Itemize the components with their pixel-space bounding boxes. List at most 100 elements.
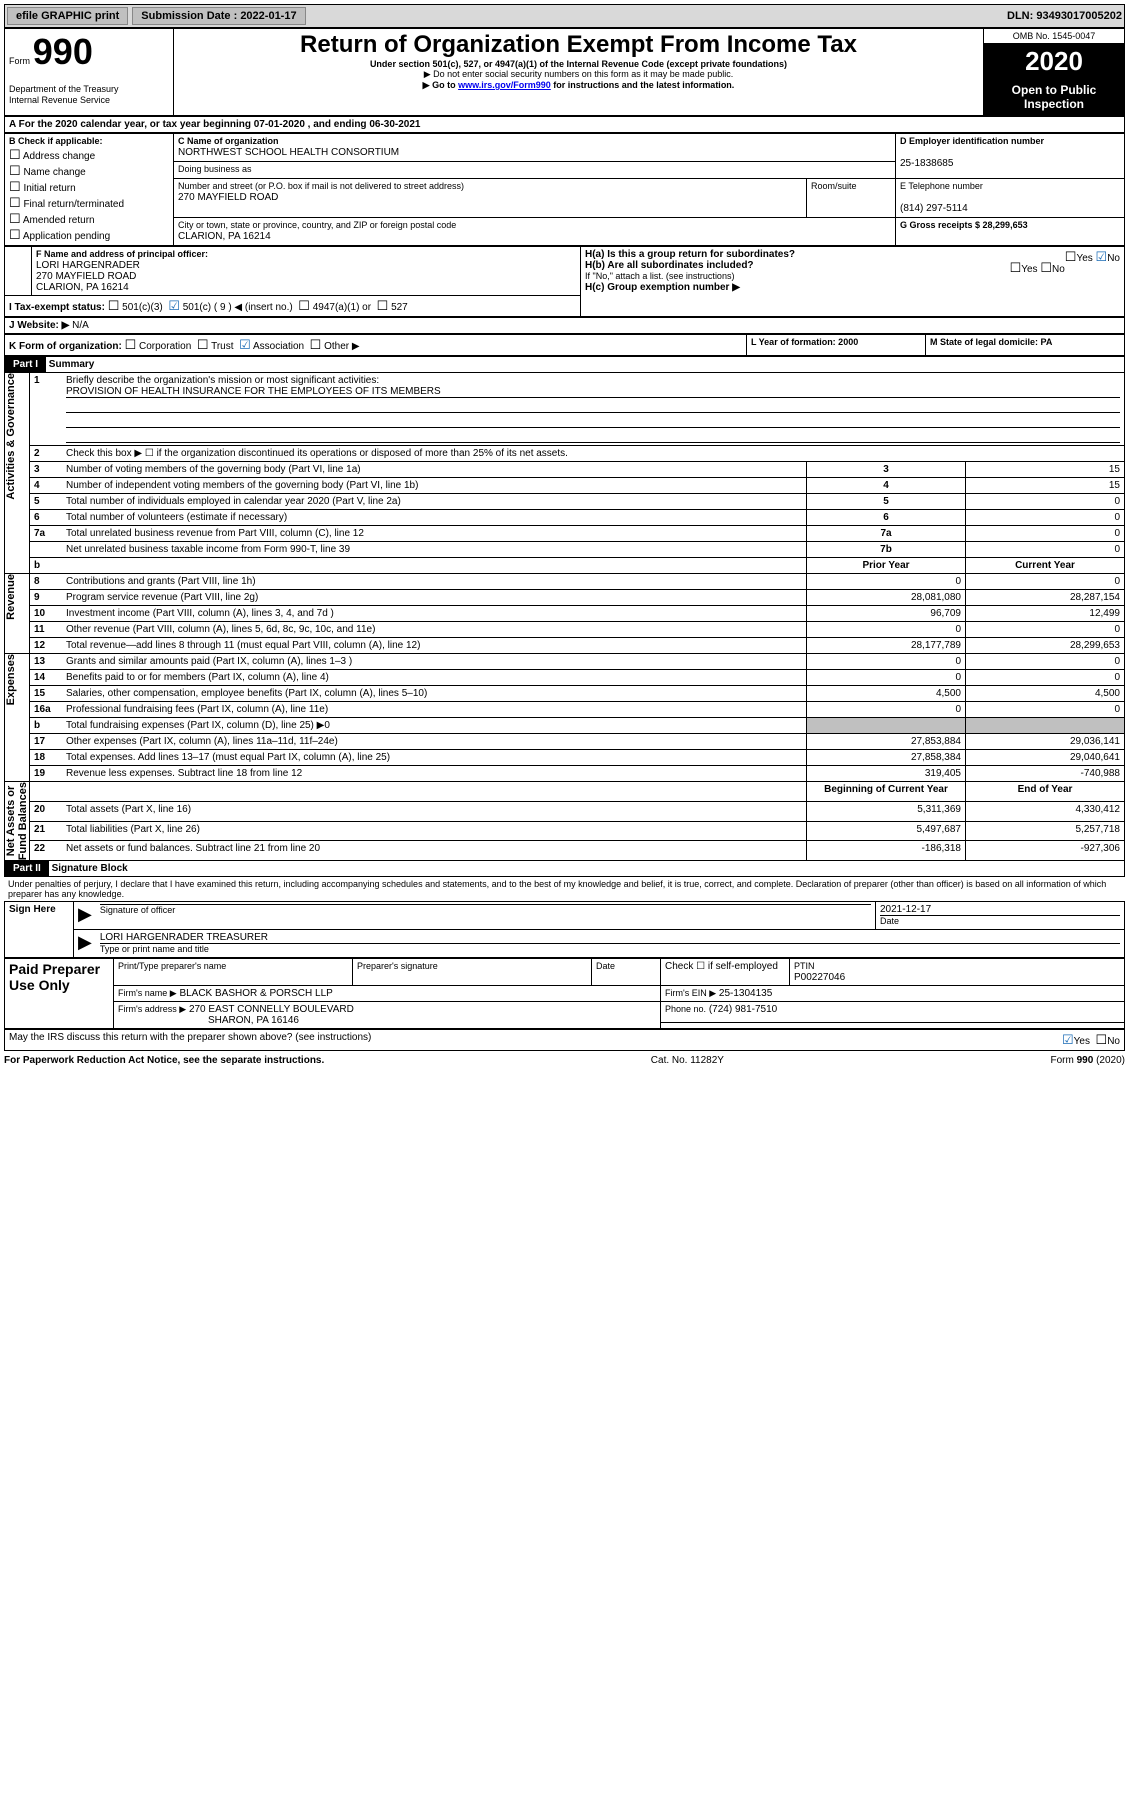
end-year-header: End of Year bbox=[966, 782, 1125, 802]
form-note2: ▶ Go to www.irs.gov/Form990 for instruct… bbox=[178, 80, 979, 91]
check-4947[interactable] bbox=[298, 302, 310, 313]
na-row-20: Total assets (Part X, line 16) bbox=[62, 801, 807, 821]
gov-row-7b: Net unrelated business taxable income fr… bbox=[62, 542, 807, 558]
c-name-label: C Name of organization bbox=[178, 136, 279, 146]
check-assoc[interactable] bbox=[239, 341, 251, 352]
ptin-label: PTIN bbox=[794, 961, 815, 971]
rev-row-8: Contributions and grants (Part VIII, lin… bbox=[62, 574, 807, 590]
part-ii-title: Signature Block bbox=[52, 863, 128, 874]
exp-row-13: Grants and similar amounts paid (Part IX… bbox=[62, 654, 807, 670]
room-label: Room/suite bbox=[811, 181, 857, 191]
g-gross-receipts: G Gross receipts $ 28,299,653 bbox=[900, 220, 1028, 230]
officer-group-block: F Name and address of principal officer:… bbox=[4, 246, 1125, 317]
side-netassets: Net Assets or Fund Balances bbox=[5, 782, 29, 860]
part-ii-header: Part II bbox=[5, 861, 49, 876]
hb-yes[interactable] bbox=[1010, 264, 1022, 275]
firm-ein-label: Firm's EIN ▶ bbox=[665, 988, 716, 998]
q2-text: Check this box ▶ ☐ if the organization d… bbox=[62, 446, 1125, 462]
check-501c3[interactable] bbox=[108, 302, 120, 313]
rev-row-10: Investment income (Part VIII, column (A)… bbox=[62, 606, 807, 622]
preparer-sig-label: Preparer's signature bbox=[357, 961, 438, 971]
officer-street: 270 MAYFIELD ROAD bbox=[36, 271, 136, 282]
hb-no[interactable] bbox=[1040, 264, 1052, 275]
check-application-pending[interactable] bbox=[9, 231, 21, 242]
na-row-22: Net assets or fund balances. Subtract li… bbox=[62, 841, 807, 861]
j-label: J Website: ▶ bbox=[9, 320, 69, 331]
firm-addr1: 270 EAST CONNELLY BOULEVARD bbox=[189, 1004, 354, 1015]
discuss-yes[interactable] bbox=[1062, 1036, 1074, 1047]
firm-addr2: SHARON, PA 16146 bbox=[208, 1015, 299, 1026]
hb-label: H(b) Are all subordinates included? bbox=[585, 260, 754, 271]
officer-name-title: LORI HARGENRADER TREASURER bbox=[100, 932, 268, 943]
signature-table: Sign Here ▶ Signature of officer 2021-12… bbox=[4, 901, 1125, 958]
exp-row-19: Revenue less expenses. Subtract line 18 … bbox=[62, 766, 807, 782]
irs-link[interactable]: www.irs.gov/Form990 bbox=[458, 80, 551, 90]
gov-row-6: Total number of volunteers (estimate if … bbox=[62, 510, 807, 526]
side-governance: Activities & Governance bbox=[5, 373, 17, 500]
check-final-return[interactable] bbox=[9, 199, 21, 210]
officer-name: LORI HARGENRADER bbox=[36, 260, 140, 271]
ptin-value: P00227046 bbox=[794, 972, 845, 983]
city-value: CLARION, PA 16214 bbox=[178, 231, 271, 242]
city-label: City or town, state or province, country… bbox=[178, 220, 456, 230]
dln-label: DLN: 93493017005202 bbox=[1007, 10, 1122, 22]
firm-addr-label: Firm's address ▶ bbox=[118, 1004, 186, 1014]
rev-row-11: Other revenue (Part VIII, column (A), li… bbox=[62, 622, 807, 638]
rev-row-12: Total revenue—add lines 8 through 11 (mu… bbox=[62, 638, 807, 654]
check-initial-return[interactable] bbox=[9, 183, 21, 194]
open-public-badge: Open to Public Inspection bbox=[984, 79, 1124, 115]
k-label: K Form of organization: bbox=[9, 341, 122, 352]
footer: For Paperwork Reduction Act Notice, see … bbox=[4, 1055, 1125, 1066]
check-corp[interactable] bbox=[125, 341, 137, 352]
check-amended[interactable] bbox=[9, 215, 21, 226]
klm-block: K Form of organization: Corporation Trus… bbox=[4, 334, 1125, 356]
l-year: L Year of formation: 2000 bbox=[751, 337, 858, 347]
check-527[interactable] bbox=[377, 302, 389, 313]
exp-row-16b: Total fundraising expenses (Part IX, col… bbox=[62, 718, 807, 734]
exp-row-17: Other expenses (Part IX, column (A), lin… bbox=[62, 734, 807, 750]
exp-row-16a: Professional fundraising fees (Part IX, … bbox=[62, 702, 807, 718]
check-trust[interactable] bbox=[197, 341, 209, 352]
form-header: Form 990 Department of the Treasury Inte… bbox=[4, 28, 1125, 116]
form-label: Form bbox=[9, 56, 30, 66]
form-number: 990 bbox=[33, 31, 93, 72]
check-other[interactable] bbox=[310, 341, 322, 352]
q1-text: Briefly describe the organization's miss… bbox=[66, 375, 379, 386]
tax-year: 2020 bbox=[984, 44, 1124, 79]
ha-no[interactable] bbox=[1096, 253, 1108, 264]
dept-label: Department of the Treasury Internal Reve… bbox=[9, 84, 119, 105]
firm-phone-label: Phone no. bbox=[665, 1004, 706, 1014]
gov-row-4: Number of independent voting members of … bbox=[62, 478, 807, 494]
entity-block: B Check if applicable: Address change Na… bbox=[4, 133, 1125, 246]
firm-name: BLACK BASHOR & PORSCH LLP bbox=[179, 988, 332, 999]
q1-answer: PROVISION OF HEALTH INSURANCE FOR THE EM… bbox=[66, 386, 1120, 398]
side-revenue: Revenue bbox=[5, 574, 17, 620]
discuss-no[interactable] bbox=[1096, 1036, 1108, 1047]
hb-note: If "No," attach a list. (see instruction… bbox=[585, 271, 734, 281]
m-state: M State of legal domicile: PA bbox=[930, 337, 1052, 347]
name-title-label: Type or print name and title bbox=[100, 944, 209, 954]
check-name-change[interactable] bbox=[9, 167, 21, 178]
f-label: F Name and address of principal officer: bbox=[36, 249, 208, 259]
part-i-title: Summary bbox=[49, 359, 95, 370]
firm-name-label: Firm's name ▶ bbox=[118, 988, 177, 998]
website-value: N/A bbox=[72, 320, 89, 331]
street-label: Number and street (or P.O. box if mail i… bbox=[178, 181, 464, 191]
ha-yes[interactable] bbox=[1065, 253, 1077, 264]
dba-label: Doing business as bbox=[178, 164, 252, 174]
check-address-change[interactable] bbox=[9, 151, 21, 162]
check-501c[interactable] bbox=[168, 302, 180, 313]
submission-date-button[interactable]: Submission Date : 2022-01-17 bbox=[132, 7, 305, 25]
efile-print-button[interactable]: efile GRAPHIC print bbox=[7, 7, 128, 25]
exp-row-14: Benefits paid to or for members (Part IX… bbox=[62, 670, 807, 686]
may-irs-discuss: May the IRS discuss this return with the… bbox=[9, 1032, 371, 1043]
d-label: D Employer identification number bbox=[900, 136, 1044, 146]
street-value: 270 MAYFIELD ROAD bbox=[178, 192, 278, 203]
exp-row-15: Salaries, other compensation, employee b… bbox=[62, 686, 807, 702]
form-title: Return of Organization Exempt From Incom… bbox=[178, 31, 979, 59]
gov-row-7a: Total unrelated business revenue from Pa… bbox=[62, 526, 807, 542]
check-self-employed[interactable]: Check ☐ if self-employed bbox=[661, 959, 790, 986]
form-ref: Form 990 (2020) bbox=[1051, 1055, 1125, 1066]
exp-row-18: Total expenses. Add lines 13–17 (must eq… bbox=[62, 750, 807, 766]
gov-row-5: Total number of individuals employed in … bbox=[62, 494, 807, 510]
